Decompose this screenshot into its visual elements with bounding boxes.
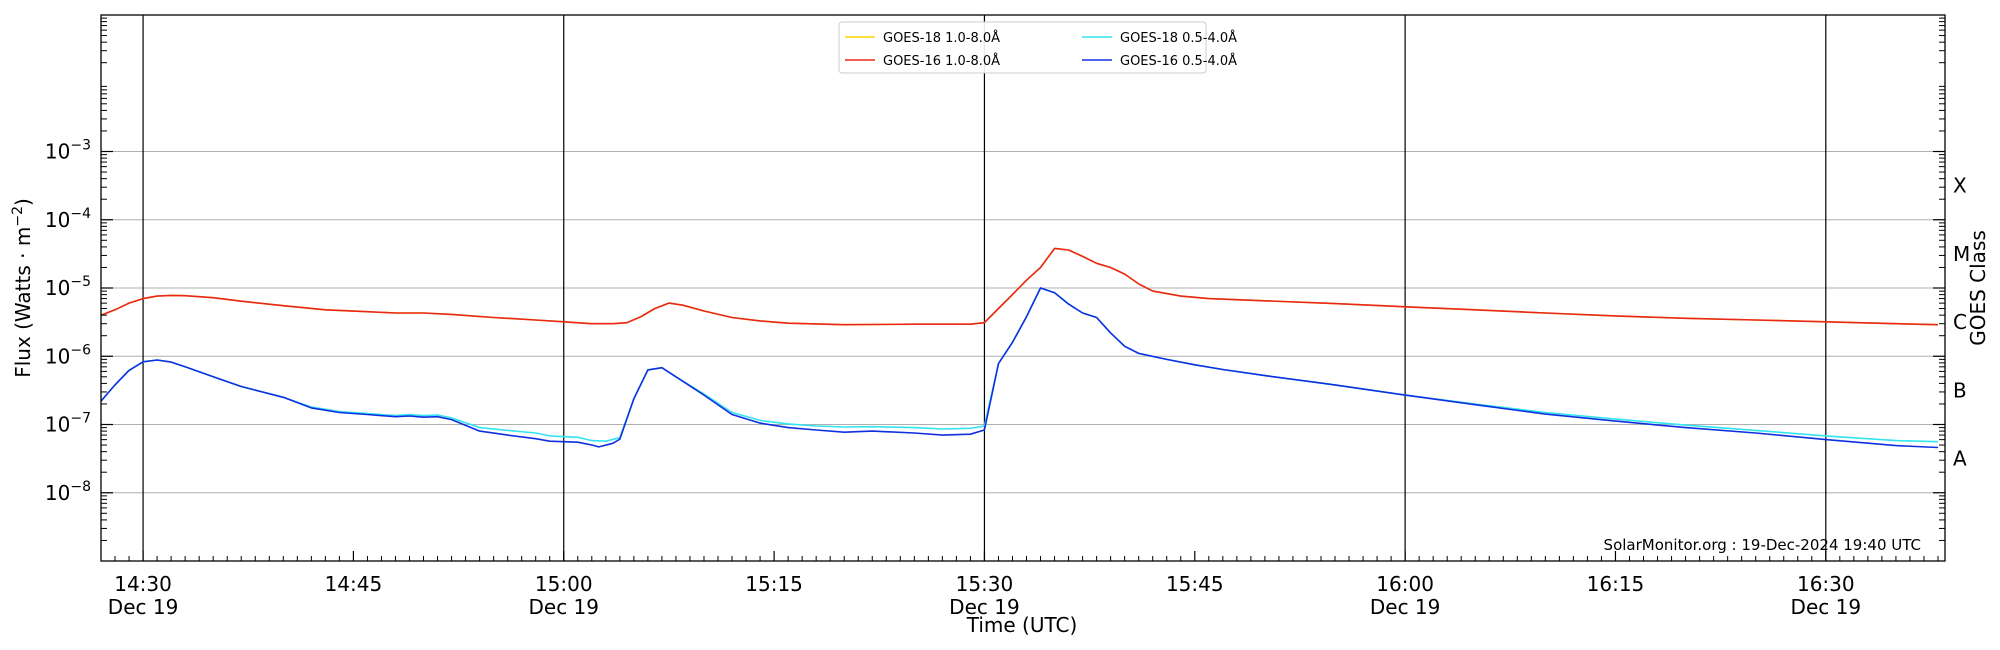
legend-label-1: GOES-16 1.0-8.0Å [883,53,1000,69]
goes-class-axis-title: GOES Class [1966,230,1990,346]
x-tick-label: 14:45 [325,572,383,596]
y-tick-label: 10−5 [45,274,91,300]
goes-class-label: M [1953,242,1970,266]
series-line-3 [100,287,1939,449]
y-tick-labels: 10−8 10−7 10−6 10−5 10−4 10−3 [45,138,91,505]
y-tick-label: 10−4 [45,206,91,232]
x-tick-date-label: Dec 19 [1791,595,1862,619]
legend: GOES-18 1.0-8.0Å GOES-16 1.0-8.0Å GOES-18 … [838,21,1237,74]
series-layer [100,247,1939,449]
x-tick-label: 16:30 [1797,572,1855,596]
y-axis-title: Flux (Watts · m−2) [10,198,35,378]
x-tick-date-label: Dec 19 [108,595,179,619]
y-tick-label: 10−7 [45,411,91,437]
x-tick-label: 15:30 [956,572,1014,596]
legend-label-3: GOES-16 0.5-4.0Å [1120,53,1237,69]
goes-class-label: X [1953,174,1967,198]
x-tick-label: 15:00 [535,572,593,596]
legend-label-2: GOES-18 0.5-4.0Å [1120,30,1237,46]
goes-class-label: B [1953,378,1967,402]
y-tick-label: 10−6 [45,342,91,368]
grid-layer [101,151,1945,494]
y-tick-label: 10−8 [45,479,91,505]
y-tick-label: 10−3 [45,138,91,164]
time-marker-lines [142,15,1827,561]
credit-text: SolarMonitor.org : 19-Dec-2024 19:40 UTC [1604,536,1921,554]
x-tick-date-label: Dec 19 [1370,595,1441,619]
legend-box [838,21,1207,74]
goes-class-labels: A B C M X [1953,174,1970,471]
goes-class-label: C [1953,310,1967,334]
x-axis-title: Time (UTC) [966,613,1078,637]
goes-class-label: A [1953,447,1967,471]
x-tick-label: 15:45 [1166,572,1224,596]
ticks-layer [100,17,1945,561]
x-tick-date-label: Dec 19 [528,595,599,619]
legend-label-0: GOES-18 1.0-8.0Å [883,30,1000,46]
series-line-1 [100,247,1939,326]
x-tick-label: 14:30 [114,572,172,596]
x-tick-label: 15:15 [745,572,803,596]
x-tick-label: 16:00 [1376,572,1434,596]
x-tick-label: 16:15 [1587,572,1645,596]
x-tick-date-label: Dec 19 [949,595,1020,619]
